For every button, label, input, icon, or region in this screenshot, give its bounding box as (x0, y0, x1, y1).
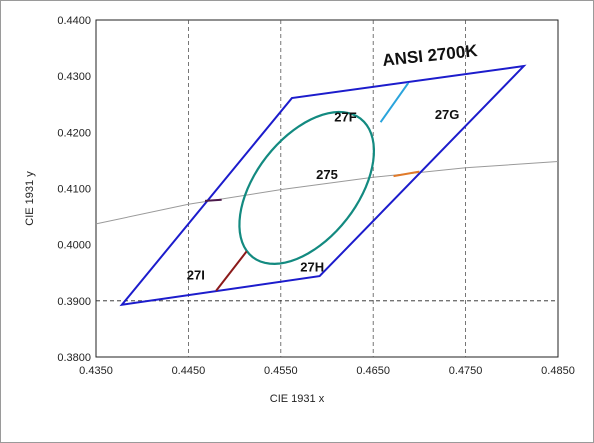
x-tick-label: 0.4350 (79, 365, 113, 377)
y-tick-label: 0.4100 (57, 184, 91, 196)
x-tick-label: 0.4650 (356, 365, 390, 377)
grid-lines (96, 20, 558, 357)
x-axis-title: CIE 1931 x (270, 393, 325, 405)
quadrangle-outline (119, 64, 527, 307)
blackbody-locus (95, 161, 559, 225)
ellipse-275 (238, 110, 376, 265)
y-tick-label: 0.4200 (57, 127, 91, 139)
x-tick-label: 0.4750 (449, 365, 483, 377)
y-tick-label: 0.4000 (57, 240, 91, 252)
bin-segment (215, 250, 248, 292)
y-axis-title: CIE 1931 y (24, 171, 36, 226)
bin-segment (379, 82, 410, 123)
locus-line (95, 161, 559, 225)
y-tick-label: 0.4300 (57, 71, 91, 83)
y-tick-label: 0.3800 (57, 352, 91, 364)
region-label: 27F (334, 110, 356, 125)
region-label: 27H (300, 260, 324, 275)
y-tick-label: 0.4400 (57, 15, 91, 27)
x-tick-labels: 0.4350 0.4450 0.4550 0.4650 0.4750 0.4850 (79, 365, 575, 377)
x-tick-label: 0.4850 (541, 365, 575, 377)
y-tick-label: 0.3900 (57, 296, 91, 308)
bin-segment (393, 170, 420, 178)
x-tick-label: 0.4450 (172, 365, 206, 377)
bin-segments (204, 82, 420, 292)
ellipse-outline (238, 110, 376, 265)
region-label: 275 (316, 167, 338, 182)
region-labels: 27F 27G 275 27H 27I (187, 107, 460, 283)
region-label: 27I (187, 267, 205, 282)
x-tick-label: 0.4550 (264, 365, 298, 377)
ansi-quadrangle (119, 64, 527, 307)
bin-segment (204, 198, 222, 202)
region-label: 27G (435, 107, 460, 122)
y-tick-labels: 0.3800 0.3900 0.4000 0.4100 0.4200 0.4300 0.44… (57, 15, 91, 364)
